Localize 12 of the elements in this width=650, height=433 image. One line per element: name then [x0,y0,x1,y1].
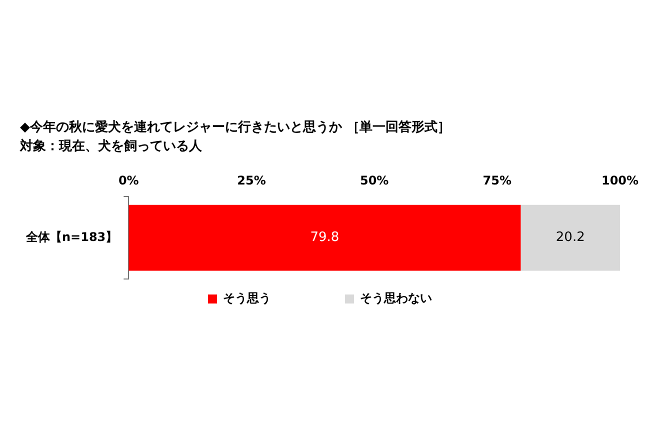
data-label: 20.2 [556,230,585,246]
legend-label: そう思う [223,291,331,306]
x-tick-label: 50% [360,174,389,188]
x-tick-label: 25% [237,174,266,188]
chart-title: ◆今年の秋に愛犬を連れてレジャーに行きたいと思うか ［単一回答形式］ [20,119,451,136]
x-tick-label: 100% [601,174,639,188]
x-tick-label: 0% [118,174,139,188]
y-tick-label: 全体【n=183】 [24,230,118,244]
x-tick-label: 75% [482,174,512,188]
chart-subtitle: 対象：現在、犬を飼っている人 [19,138,203,154]
legend-label: そう思わない [360,291,432,306]
data-label: 79.8 [310,230,340,246]
